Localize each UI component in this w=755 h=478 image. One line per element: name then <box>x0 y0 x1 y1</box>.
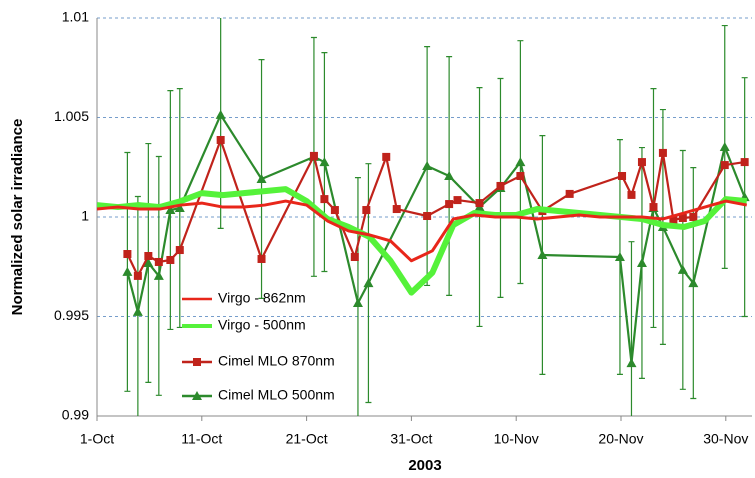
y-tick-label: 1.005 <box>54 108 89 124</box>
marker <box>445 200 454 209</box>
x-axis-title: 2003 <box>408 457 441 474</box>
x-tick-label: 21-Oct <box>286 431 328 447</box>
legend-label: Virgo - 862nm <box>218 290 306 306</box>
marker <box>649 203 658 212</box>
marker <box>256 173 267 183</box>
marker <box>618 172 627 181</box>
marker <box>165 205 176 215</box>
marker <box>537 250 548 260</box>
legend: Virgo - 862nm Virgo - 500nm Cimel MLO 870n… <box>182 290 335 403</box>
marker <box>320 195 329 204</box>
y-tick-label: 0.995 <box>54 307 89 323</box>
plot-area <box>97 18 750 416</box>
marker <box>515 157 526 167</box>
marker <box>516 172 525 181</box>
x-tick-label: 11-Oct <box>181 431 222 447</box>
marker <box>422 161 433 171</box>
y-axis-title: Normalized solar irradiance <box>9 119 26 316</box>
series-line <box>97 186 748 296</box>
marker <box>122 266 133 276</box>
marker <box>144 252 153 261</box>
marker <box>453 196 462 205</box>
x-tick-label: 20-Nov <box>598 431 643 447</box>
marker <box>382 152 391 161</box>
marker <box>166 255 175 264</box>
marker <box>720 161 729 170</box>
marker <box>143 257 154 267</box>
marker <box>475 199 484 208</box>
marker <box>678 213 687 222</box>
marker <box>423 212 432 221</box>
marker <box>626 358 637 368</box>
marker <box>688 278 699 288</box>
x-tick-label: 1-Oct <box>80 431 114 447</box>
marker <box>123 250 132 259</box>
marker <box>216 135 225 144</box>
legend-label: Virgo - 500nm <box>218 317 306 333</box>
marker <box>132 306 143 316</box>
marker <box>637 158 646 167</box>
marker <box>719 141 730 151</box>
y-tick-label: 1.01 <box>62 9 89 25</box>
marker <box>658 148 667 157</box>
legend-marker <box>192 391 202 400</box>
marker <box>677 264 688 274</box>
marker <box>352 297 363 307</box>
series-line <box>97 199 748 263</box>
marker <box>362 206 371 215</box>
marker <box>174 203 185 213</box>
marker <box>740 158 749 167</box>
marker <box>154 257 163 266</box>
x-tick-label: 10-Nov <box>494 431 539 447</box>
marker <box>350 252 359 261</box>
marker <box>627 190 636 199</box>
marker <box>257 254 266 263</box>
marker <box>392 205 401 214</box>
marker <box>444 171 455 181</box>
marker <box>309 151 318 160</box>
x-tick-label: 31-Oct <box>390 431 432 447</box>
marker <box>565 189 574 198</box>
y-tick-label: 0.99 <box>62 407 89 423</box>
marker <box>496 181 505 190</box>
marker <box>669 215 678 224</box>
marker <box>330 206 339 215</box>
legend-label: Cimel MLO 500nm <box>218 387 335 403</box>
marker <box>175 246 184 255</box>
marker <box>636 257 647 267</box>
grid <box>96 17 752 421</box>
marker <box>153 270 164 280</box>
marker <box>363 278 374 288</box>
marker <box>215 109 226 119</box>
marker <box>133 271 142 280</box>
y-tick-label: 1 <box>81 208 89 224</box>
legend-marker <box>193 358 201 366</box>
legend-label: Cimel MLO 870nm <box>218 353 335 369</box>
marker <box>689 213 698 221</box>
x-tick-label: 30-Nov <box>703 431 748 447</box>
marker <box>319 157 330 167</box>
marker <box>614 251 625 261</box>
